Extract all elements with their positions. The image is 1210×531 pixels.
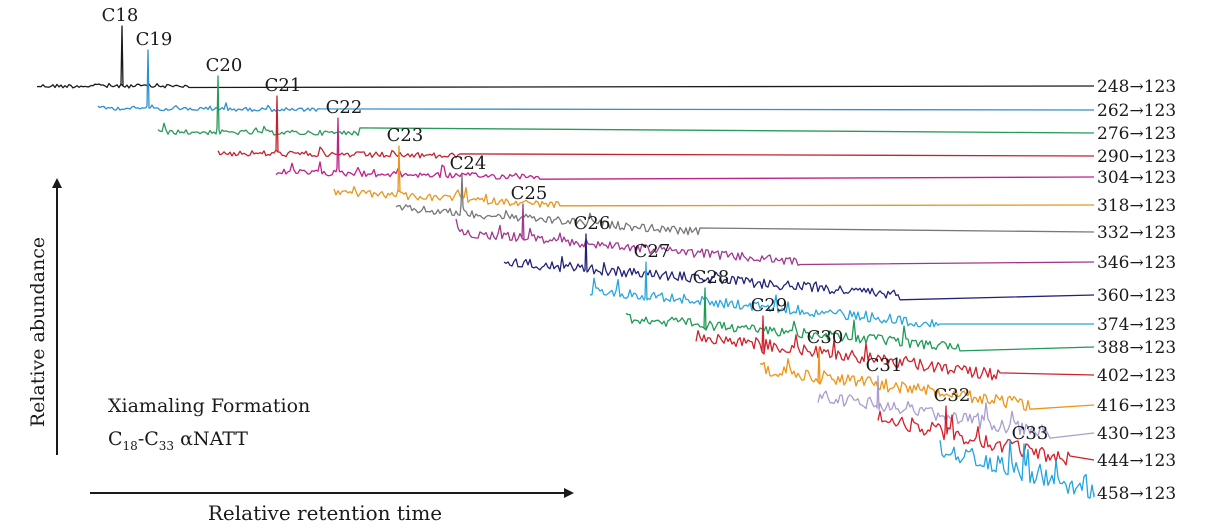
trace-c27 (590, 261, 1094, 328)
peak-label-c23: C23 (387, 125, 424, 146)
annotation-natt: αNATT (174, 428, 248, 450)
y-axis-label: Relative abundance (27, 237, 49, 427)
trace-c24 (395, 173, 1095, 236)
transition-label-c18: 248→123 (1097, 77, 1176, 97)
chromatogram-traces (36, 25, 1095, 499)
peak-label-c30: C30 (807, 327, 844, 348)
peak-label-c25: C25 (511, 183, 548, 204)
annotation-c: C (108, 428, 123, 450)
x-axis-label: Relative retention time (208, 501, 442, 525)
peak-label-c26: C26 (574, 213, 611, 234)
trace-c32 (877, 405, 1095, 466)
transition-label-c29: 402→123 (1097, 366, 1176, 386)
annotation-dash-c: -C (138, 428, 159, 450)
trace-c21 (217, 95, 1095, 159)
annotation-compound-range: C18-C33 αNATT (108, 428, 248, 453)
transition-label-c20: 276→123 (1097, 124, 1176, 144)
trace-c25 (455, 203, 1095, 266)
trace-c18 (36, 25, 1095, 89)
peak-label-c21: C21 (265, 75, 302, 96)
trace-c28 (625, 287, 1095, 352)
annotation-formation: Xiamaling Formation (108, 395, 310, 417)
peak-label-c18: C18 (102, 5, 139, 26)
annotation-sub-33: 33 (159, 439, 174, 453)
peak-label-c32: C32 (934, 385, 971, 406)
trace-c20 (157, 75, 1095, 137)
trace-c26 (503, 233, 1095, 301)
peak-label-c22: C22 (326, 97, 363, 118)
transition-label-c31: 430→123 (1097, 424, 1176, 444)
transition-label-c27: 374→123 (1097, 315, 1176, 335)
transition-label-c33: 458→123 (1097, 484, 1176, 504)
trace-c30 (759, 347, 1095, 411)
peak-label-c28: C28 (693, 267, 730, 288)
transition-label-c24: 332→123 (1097, 223, 1176, 243)
transition-label-c30: 416→123 (1097, 396, 1176, 416)
transition-label-c28: 388→123 (1097, 338, 1176, 358)
peak-label-c19: C19 (136, 29, 173, 50)
trace-c31 (817, 375, 1095, 439)
peak-label-c33: C33 (1012, 423, 1049, 444)
peak-label-c20: C20 (206, 55, 243, 76)
trace-c29 (695, 315, 1095, 381)
transition-label-c23: 318→123 (1097, 196, 1176, 216)
peak-label-c27: C27 (634, 241, 671, 262)
trace-c33 (939, 440, 1095, 499)
trace-c23 (333, 145, 1095, 209)
transition-label-c19: 262→123 (1097, 101, 1176, 121)
peak-label-c24: C24 (450, 153, 487, 174)
trace-c19 (97, 49, 1095, 113)
transition-label-c32: 444→123 (1097, 451, 1176, 471)
peak-labels: C18 C19 C20 C21 C22 C23 C24 C25 C26 C27 C28 C29 C30 C… (102, 5, 1049, 444)
transition-label-c25: 346→123 (1097, 253, 1176, 273)
annotation-sub-18: 18 (123, 439, 138, 453)
trace-c22 (275, 117, 1095, 180)
peak-label-c29: C29 (751, 295, 788, 316)
transition-label-c21: 290→123 (1097, 147, 1176, 167)
peak-label-c31: C31 (866, 355, 903, 376)
transition-label-c26: 360→123 (1097, 286, 1176, 306)
transition-label-c22: 304→123 (1097, 168, 1176, 188)
